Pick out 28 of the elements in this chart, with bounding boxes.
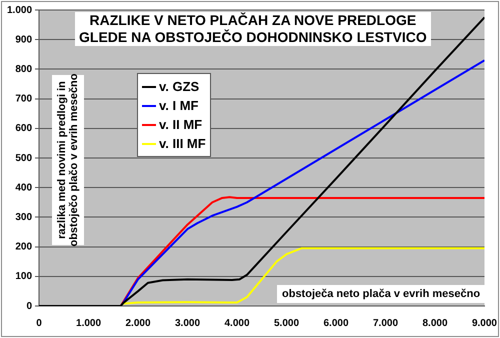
x-tick-label: 9.000 (472, 318, 498, 329)
y-tick-label: 0 (26, 300, 32, 312)
y-tick-label: 800 (15, 64, 32, 75)
y-tick-label: 900 (15, 34, 32, 46)
y-tick-label: 400 (15, 182, 32, 194)
text: RAZLIKE V NETO PLAČAH ZA NOVE PREDLOGE GLEDE NA OBSTOJEČO DOHODNINSKO LESTVICO (75, 12, 431, 46)
legend-label: v. II MF (159, 117, 202, 132)
x-tick-label: 6.000 (323, 318, 349, 329)
y-tick-label: 700 (15, 94, 32, 105)
legend-label: v. I MF (159, 98, 198, 113)
x-axis-title: obstoječa neto plača v evrih mesečno (277, 285, 486, 303)
y-tick-label: 100 (15, 271, 32, 282)
x-tick-label: 8.000 (422, 318, 448, 329)
y-tick-label: 500 (15, 152, 32, 164)
x-tick-label: 4.000 (224, 318, 250, 329)
x-tick-label: 0 (36, 318, 42, 329)
legend-label: v. GZS (159, 79, 200, 94)
y-tick-label: 1.000 (6, 4, 32, 16)
x-tick-label: 2.000 (126, 318, 151, 329)
y-tick-label: 600 (15, 123, 32, 134)
x-tick-label: 3.000 (174, 318, 200, 329)
x-tick-label: 1.000 (76, 318, 102, 329)
y-axis-title: razlika med novimi predlogi in obstoječo plačo v evrih mesečno (56, 73, 80, 247)
x-tick-label: 7.000 (372, 318, 398, 329)
x-tick-label: 5.000 (274, 318, 300, 329)
legend-label: v. III MF (159, 136, 206, 151)
y-tick-label: 300 (15, 212, 32, 223)
y-tick-label: 200 (15, 242, 32, 253)
